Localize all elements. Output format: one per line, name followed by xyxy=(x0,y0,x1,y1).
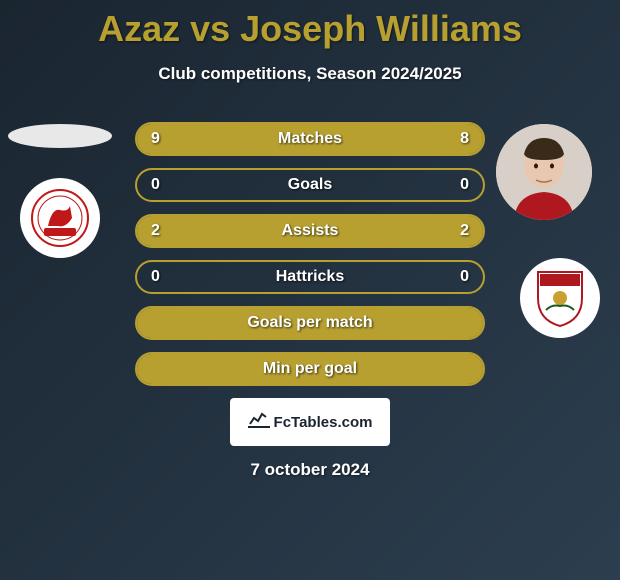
stat-row-min-per-goal: Min per goal xyxy=(135,352,485,386)
stat-row-matches: 9 Matches 8 xyxy=(135,122,485,156)
chart-icon xyxy=(248,410,270,434)
stat-left-value: 0 xyxy=(151,268,160,286)
stat-row-goals-per-match: Goals per match xyxy=(135,306,485,340)
stat-left-value: 0 xyxy=(151,176,160,194)
branding-text: FcTables.com xyxy=(274,414,373,431)
subtitle: Club competitions, Season 2024/2025 xyxy=(0,64,620,84)
stat-right-value: 2 xyxy=(460,222,469,240)
stat-label: Matches xyxy=(278,130,342,148)
stat-fill-right xyxy=(320,124,483,154)
stat-left-value: 9 xyxy=(151,130,160,148)
stat-row-goals: 0 Goals 0 xyxy=(135,168,485,202)
stat-right-value: 0 xyxy=(460,268,469,286)
date-text: 7 october 2024 xyxy=(0,460,620,480)
branding-box[interactable]: FcTables.com xyxy=(230,398,390,446)
stat-left-value: 2 xyxy=(151,222,160,240)
stat-right-value: 8 xyxy=(460,130,469,148)
stats-container: 9 Matches 8 0 Goals 0 2 Assists 2 0 Hatt… xyxy=(0,122,620,386)
stat-right-value: 0 xyxy=(460,176,469,194)
stat-row-hattricks: 0 Hattricks 0 xyxy=(135,260,485,294)
stat-row-assists: 2 Assists 2 xyxy=(135,214,485,248)
stat-label: Goals per match xyxy=(247,314,372,332)
page-title: Azaz vs Joseph Williams xyxy=(0,0,620,50)
stat-label: Goals xyxy=(288,176,332,194)
stat-label: Hattricks xyxy=(276,268,344,286)
stat-label: Assists xyxy=(282,222,339,240)
stat-label: Min per goal xyxy=(263,360,357,378)
